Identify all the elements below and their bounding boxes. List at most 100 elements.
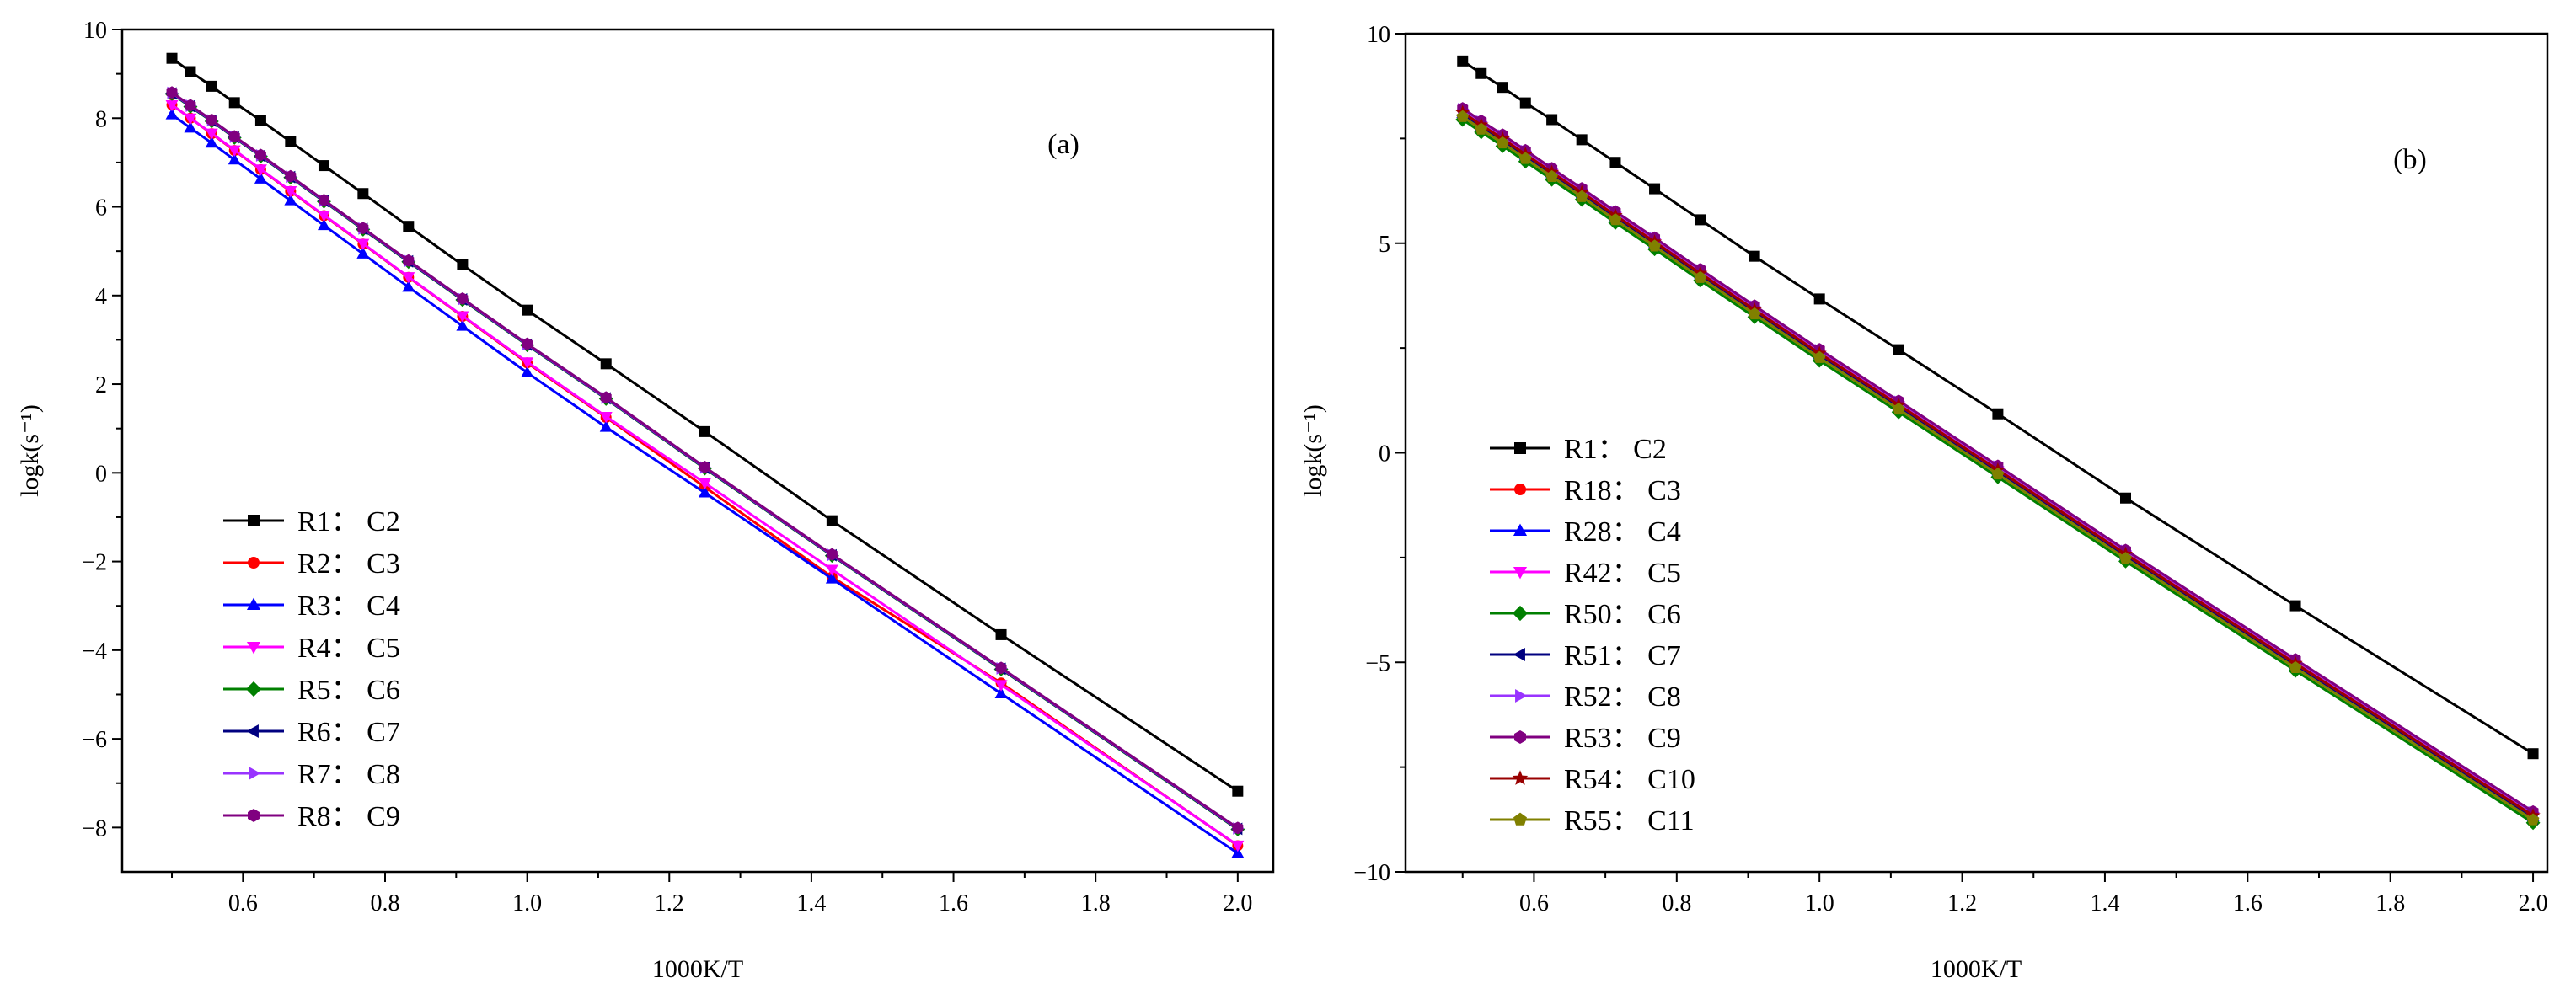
x-axis-title: 1000K/T xyxy=(652,955,743,983)
y-tick-label: −4 xyxy=(82,639,107,665)
data-point xyxy=(1695,214,1706,226)
legend-marker xyxy=(1514,442,1526,454)
y-tick-label: 8 xyxy=(95,106,107,132)
x-tick-label: 1.2 xyxy=(655,890,684,917)
data-point xyxy=(1648,239,1661,252)
data-point xyxy=(1813,350,1826,363)
data-point xyxy=(521,366,534,377)
legend-marker xyxy=(1513,812,1527,826)
data-point xyxy=(184,113,197,126)
data-point xyxy=(699,425,710,437)
y-tick-label: −8 xyxy=(82,815,107,842)
data-point xyxy=(1518,152,1532,164)
series-line xyxy=(171,113,1239,855)
data-point xyxy=(457,259,469,270)
data-point xyxy=(1232,821,1244,835)
y-tick-label: 6 xyxy=(95,195,107,222)
data-point xyxy=(284,186,297,198)
legend-label: R50： C6 xyxy=(1564,599,1681,630)
data-point xyxy=(1519,97,1531,109)
data-point xyxy=(2119,492,2131,504)
legend-marker xyxy=(1513,523,1528,536)
legend-label: R2： C3 xyxy=(297,548,400,580)
data-point xyxy=(284,194,297,206)
legend-label: R53： C9 xyxy=(1564,723,1681,754)
data-point xyxy=(994,687,1008,698)
data-point xyxy=(521,357,534,369)
x-tick-label: 1.6 xyxy=(939,890,968,917)
data-point xyxy=(699,460,710,473)
y-tick-label: 0 xyxy=(1379,441,1390,468)
data-point xyxy=(1575,190,1588,202)
data-point xyxy=(1749,250,1760,262)
legend-marker xyxy=(1514,484,1526,495)
data-point xyxy=(1892,402,1905,415)
data-point xyxy=(1991,468,2005,480)
panel-label: (a) xyxy=(1047,129,1079,160)
series-r3-c4 xyxy=(165,108,1245,858)
data-point xyxy=(1232,785,1244,797)
series-line xyxy=(1461,118,2534,825)
x-tick-label: 0.6 xyxy=(1519,890,1549,917)
legend-marker xyxy=(245,681,262,697)
legend-item: R42： C5 xyxy=(1490,558,1681,589)
data-point xyxy=(166,86,178,99)
data-point xyxy=(317,218,330,231)
x-tick-label: 1.2 xyxy=(1947,890,1977,917)
data-point xyxy=(205,136,218,148)
data-point xyxy=(599,411,613,424)
legend-marker xyxy=(249,766,261,781)
y-tick-label: 10 xyxy=(1367,22,1390,48)
y-tick-label: −2 xyxy=(82,550,107,576)
data-point xyxy=(285,136,297,147)
data-point xyxy=(1475,67,1487,79)
series-layer xyxy=(164,52,1245,858)
data-point xyxy=(826,515,838,526)
y-tick-label: −5 xyxy=(1365,650,1390,676)
series-r1-c2 xyxy=(1457,55,2539,760)
data-point xyxy=(1992,408,2004,420)
data-point xyxy=(1475,122,1488,135)
y-axis-title: logk(s⁻¹) xyxy=(1299,404,1327,497)
x-tick-label: 1.4 xyxy=(796,890,826,917)
data-point xyxy=(165,99,179,112)
data-point xyxy=(1813,293,1825,305)
legend-item: R1： C2 xyxy=(223,506,400,537)
x-tick-label: 1.6 xyxy=(2233,890,2263,917)
data-point xyxy=(185,99,196,112)
legend-marker xyxy=(1513,647,1525,662)
legend-label: R1： C2 xyxy=(1564,434,1667,465)
legend-item: R5： C6 xyxy=(223,675,400,706)
y-tick-label: 2 xyxy=(95,372,107,398)
legend-label: R54： C10 xyxy=(1564,764,1695,795)
data-point xyxy=(228,152,241,165)
legend-label: R7： C8 xyxy=(297,759,400,790)
x-tick-label: 1.8 xyxy=(2375,890,2405,917)
series-line xyxy=(171,91,1239,830)
data-point xyxy=(318,160,329,172)
data-point xyxy=(357,188,369,200)
series-line xyxy=(171,56,1239,793)
legend-item: R28： C4 xyxy=(1490,516,1681,548)
data-point xyxy=(1545,169,1559,182)
legend-label: R51： C7 xyxy=(1564,640,1681,671)
chart-panel-a: 0.6 0.8 1.0 1.2 1.4 1.6 1.8 2.0−8−6−4−20246810 … xyxy=(16,18,1275,983)
data-point xyxy=(994,680,1008,692)
y-tick-label: −10 xyxy=(1353,860,1390,886)
data-point xyxy=(205,128,218,140)
legend-marker xyxy=(1512,770,1529,785)
data-point xyxy=(1893,344,1904,355)
y-tick-label: 0 xyxy=(95,461,107,487)
series-line xyxy=(1461,115,2534,821)
data-point xyxy=(206,80,217,92)
data-point xyxy=(254,148,266,162)
data-point xyxy=(228,145,241,157)
legend-label: R3： C4 xyxy=(297,591,400,622)
legend-marker xyxy=(246,724,259,739)
legend-item: R18： C3 xyxy=(1490,475,1681,506)
x-axis-title: 1000K/T xyxy=(1931,955,2022,983)
data-point xyxy=(185,66,196,77)
data-point xyxy=(402,272,415,284)
data-point xyxy=(206,113,217,126)
